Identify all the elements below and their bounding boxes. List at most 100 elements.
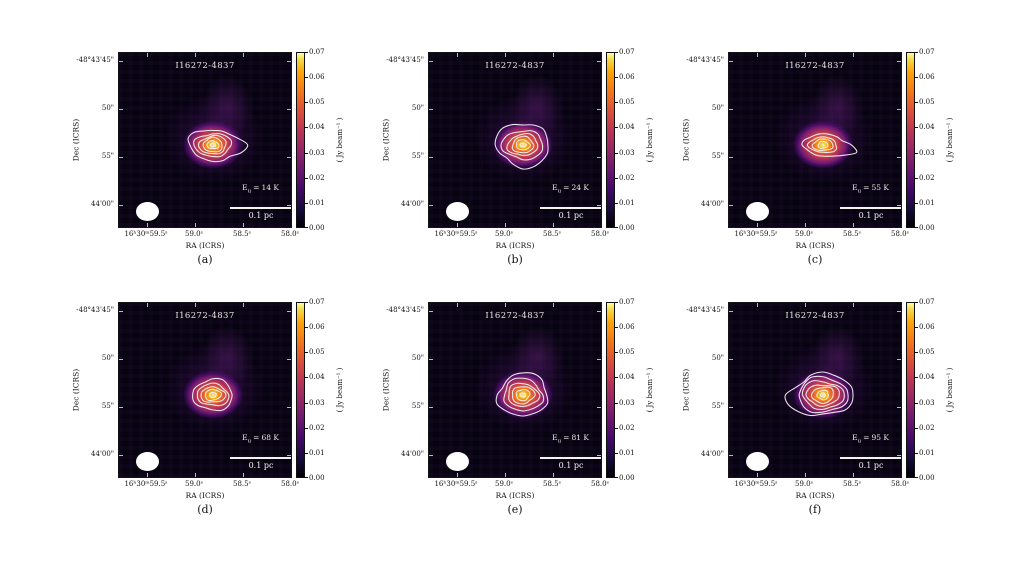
scale-bar-line <box>840 457 901 459</box>
axis-tick-mark <box>287 108 291 110</box>
axis-tick-mark <box>290 53 291 57</box>
colorbar-tick-label: 0.01 <box>919 198 935 207</box>
colorbar-tick-label: 0.01 <box>619 198 635 207</box>
ra-axis-label: RA (ICRS) <box>795 491 835 500</box>
beam-ellipse <box>446 202 469 221</box>
axis-tick-mark <box>756 473 758 477</box>
colorbar-tick-label: 0.03 <box>919 148 935 157</box>
colorbar-tick-mark <box>305 152 308 154</box>
colorbar-tick-mark <box>915 227 918 228</box>
beam-ellipse <box>746 452 769 471</box>
colorbar-tick-label: 0.00 <box>919 474 935 482</box>
ra-tick-label: 58.0ˢ <box>281 230 299 238</box>
scale-bar-line <box>540 207 601 209</box>
contour-level <box>810 386 834 405</box>
contour-level <box>503 377 545 412</box>
axis-tick-mark <box>287 156 291 158</box>
ra-tick-label: 59.0ˢ <box>495 480 513 488</box>
colorbar-tick-label: 0.06 <box>309 323 325 332</box>
eu-label: Eu = 68 K <box>242 433 279 445</box>
eu-label: Eu = 95 K <box>852 433 889 445</box>
colorbar-tick-mark <box>305 127 308 129</box>
ra-tick-label: 59.0ˢ <box>795 230 813 238</box>
axis-tick-mark <box>194 53 196 57</box>
axis-tick-mark <box>242 473 244 477</box>
source-name: I16272-4837 <box>175 311 235 321</box>
colorbar-tick-label: 0.03 <box>309 148 325 157</box>
dec-tick-label: 55" <box>411 151 424 160</box>
colorbar-tick-mark <box>915 77 918 79</box>
axis-tick-mark <box>429 204 433 206</box>
axis-tick-mark <box>597 406 601 408</box>
axis-tick-mark <box>804 223 806 227</box>
colorbar-tick-label: 0.05 <box>619 348 635 357</box>
colorbar-tick-mark <box>305 427 308 429</box>
contour-overlay <box>192 377 233 412</box>
axis-tick-mark <box>429 310 433 312</box>
colorbar-tick-label: 0.07 <box>619 48 635 56</box>
contour-level <box>209 142 217 148</box>
colorbar-tick-mark <box>915 102 918 104</box>
colorbar-tick-label: 0.05 <box>919 348 935 357</box>
axis-tick-mark <box>456 473 458 477</box>
ra-tick-label: 58.5ˢ <box>233 480 251 488</box>
beam-ellipse <box>136 202 159 221</box>
axis-tick-mark <box>729 454 733 456</box>
axis-tick-mark <box>597 358 601 360</box>
dec-tick-label: 44'00" <box>401 199 424 208</box>
ra-tick-label: 58.0ˢ <box>891 230 909 238</box>
axis-tick-mark <box>429 358 433 360</box>
colorbar-tick-label: 0.04 <box>919 373 935 382</box>
axis-tick-mark <box>852 223 854 227</box>
axis-tick-mark <box>729 310 733 312</box>
contour-level <box>506 132 539 156</box>
axis-tick-mark <box>600 303 601 307</box>
dec-tick-label: -48°43'45" <box>386 55 424 64</box>
dec-tick-label: 44'00" <box>91 449 114 458</box>
axis-tick-mark <box>119 156 123 158</box>
ra-tick-label: 58.0ˢ <box>591 480 609 488</box>
colorbar-tick-mark <box>915 177 918 179</box>
panel-c: Dec (ICRS) I16272-4837 Eu = 55 K 0.1 pc ( … <box>670 38 972 283</box>
colorbar-tick-mark <box>915 352 918 354</box>
colorbar-tick-mark <box>615 427 618 429</box>
scale-bar: 0.1 pc <box>840 207 901 220</box>
colorbar-tick-label: 0.02 <box>919 173 935 182</box>
colorbar <box>296 302 305 478</box>
colorbar-tick-label: 0.04 <box>619 123 635 132</box>
colorbar-tick-label: 0.05 <box>309 98 325 107</box>
colorbar-tick-mark <box>305 77 308 79</box>
scale-bar-label: 0.1 pc <box>558 460 584 470</box>
colorbar <box>906 52 915 228</box>
dec-tick-label: 44'00" <box>401 449 424 458</box>
colorbar-tick-mark <box>915 302 918 303</box>
axis-tick-mark <box>597 60 601 62</box>
colorbar-tick-label: 0.06 <box>919 323 935 332</box>
axis-tick-mark <box>287 204 291 206</box>
contour-level <box>196 382 230 407</box>
axis-tick-mark <box>552 473 554 477</box>
colorbar <box>606 52 615 228</box>
scale-bar: 0.1 pc <box>230 457 291 470</box>
colorbar-tick-mark <box>915 152 918 154</box>
dec-tick-label: 44'00" <box>701 199 724 208</box>
intensity-map: I16272-4837 Eu = 14 K 0.1 pc <box>118 52 292 228</box>
colorbar-tick-label: 0.02 <box>309 423 325 432</box>
panel-d: Dec (ICRS) I16272-4837 Eu = 68 K 0.1 pc ( … <box>60 288 362 533</box>
eu-label: Eu = 55 K <box>852 183 889 195</box>
axis-tick-mark <box>194 303 196 307</box>
colorbar-tick-label: 0.04 <box>309 123 325 132</box>
axis-tick-mark <box>429 60 433 62</box>
ra-tick-label: 16ʰ30ᵐ59.5ˢ <box>124 230 168 238</box>
axis-tick-mark <box>804 303 806 307</box>
contour-level <box>801 133 858 157</box>
axis-tick-mark <box>456 53 458 57</box>
dec-tick-label: 50" <box>711 353 724 362</box>
colorbar <box>906 302 915 478</box>
axis-tick-mark <box>287 60 291 62</box>
contour-overlay <box>784 371 854 417</box>
panel-letter: (a) <box>197 253 213 266</box>
contour-level <box>519 142 527 148</box>
scale-bar-line <box>840 207 901 209</box>
